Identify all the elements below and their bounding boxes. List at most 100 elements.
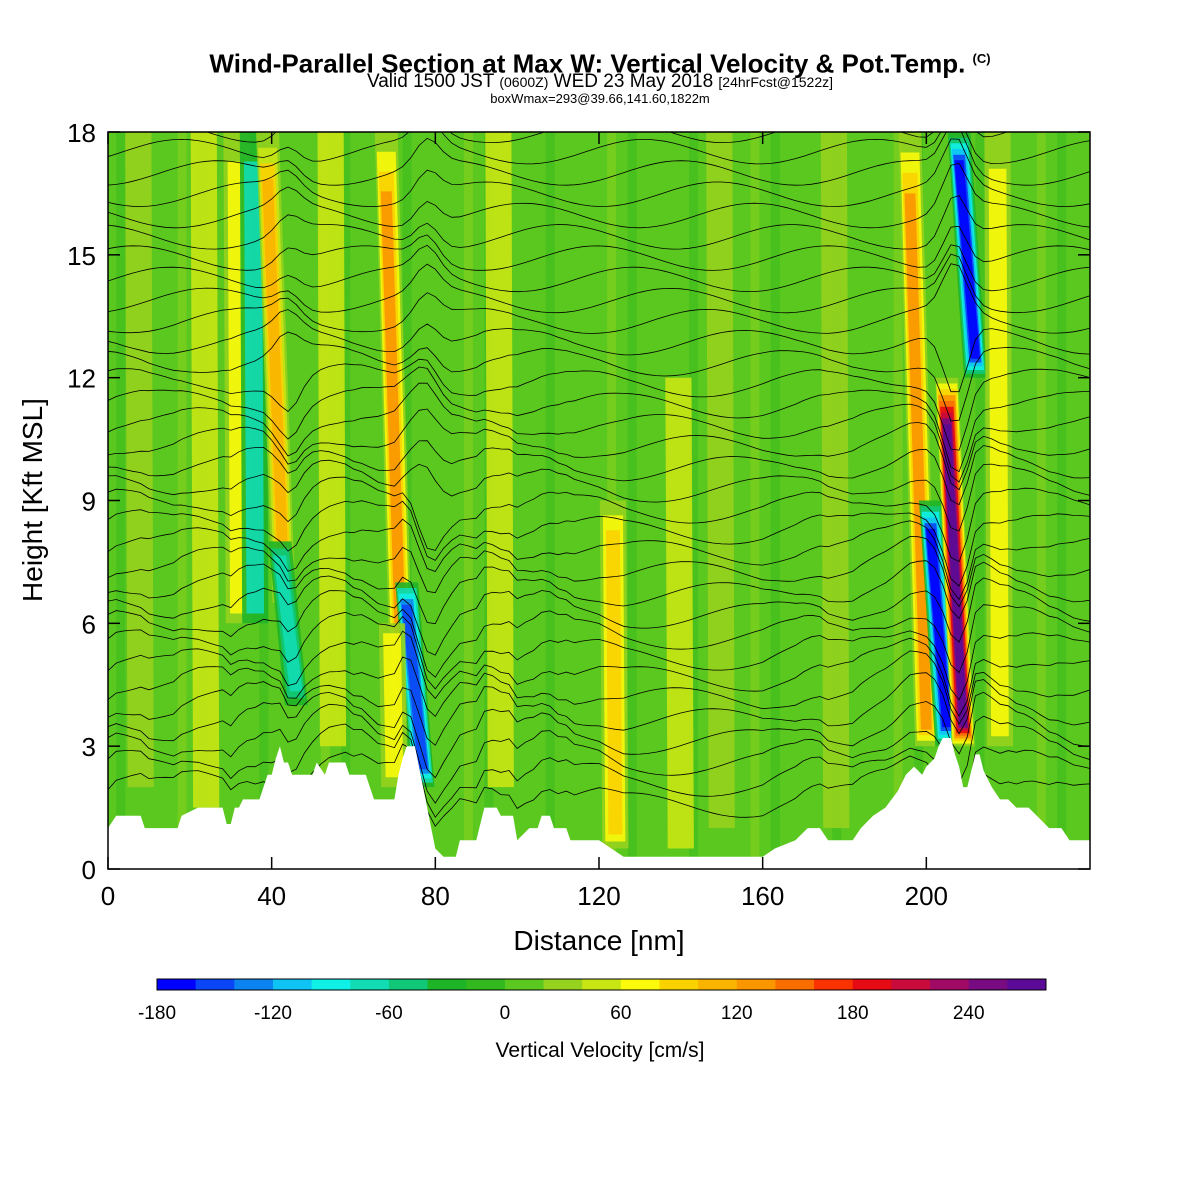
colorbar-swatch [775, 979, 815, 990]
colorbar-swatch [736, 979, 776, 990]
colorbar: -180 -120 -60 0 60 120 180 240 [138, 978, 1047, 1024]
velocity-streak [157, 132, 167, 869]
x-tick-label: 80 [421, 881, 450, 911]
colorbar-swatch [543, 979, 583, 990]
theta-contour [108, 309, 1090, 393]
theta-contour [108, 518, 1090, 601]
theta-contour [108, 611, 1090, 701]
velocity-streak [1036, 132, 1046, 869]
valid-date: WED 23 May 2018 [553, 71, 714, 92]
velocity-feature [942, 424, 967, 726]
colorbar-tick-label: -180 [138, 1003, 176, 1024]
theta-contour [108, 672, 1090, 746]
velocity-streak [893, 132, 903, 869]
velocity-feature [954, 160, 980, 359]
velocity-streak [177, 132, 187, 869]
velocity-feature [244, 161, 265, 614]
theta-contour [108, 132, 1090, 186]
velocity-streak [791, 132, 801, 869]
theta-contour [108, 590, 1090, 678]
velocity-streak [423, 132, 433, 869]
theta-contour [108, 331, 1090, 422]
colorbar-swatch [388, 979, 429, 990]
velocity-streak [729, 132, 739, 869]
theta-contour [108, 650, 1090, 725]
theta-contour [108, 138, 1090, 207]
velocity-streak [811, 132, 821, 869]
colorbar-swatch [504, 979, 545, 990]
velocity-streak [750, 132, 760, 869]
colorbar-frame [156, 978, 1047, 991]
theta-contour [108, 536, 1090, 608]
velocity-feature [125, 132, 154, 788]
theta-contour [108, 225, 1090, 271]
y-tick-label: 6 [82, 609, 96, 639]
theta-contour [108, 560, 1090, 625]
forecast-info: [24hrFcst@1522z] [718, 74, 834, 90]
colorbar-tick-label: 180 [837, 1003, 869, 1024]
colorbar-swatch [698, 979, 738, 990]
chart-title-text: Wind-Parallel Section at Max W: Vertical… [209, 48, 966, 79]
velocity-streak [361, 132, 371, 869]
colorbar-swatch [1007, 979, 1047, 990]
velocity-streak [586, 132, 596, 869]
theta-contour [108, 703, 1090, 804]
colorbar-tick-label: -60 [375, 1003, 402, 1024]
plot-area [107, 131, 1091, 870]
velocity-feature [665, 377, 694, 849]
theta-contour [108, 691, 1090, 779]
theta-contour [108, 630, 1090, 717]
velocity-streak [770, 132, 780, 869]
x-tick-label: 160 [741, 881, 784, 911]
x-tick-label: 40 [257, 881, 286, 911]
theta-contour [108, 358, 1090, 451]
velocity-feature [988, 168, 1009, 737]
colorbar-swatch [234, 979, 274, 990]
velocity-feature [273, 555, 303, 692]
x-tick-label: 0 [101, 881, 115, 911]
colorbar-swatch [311, 979, 351, 990]
valid-utc: (0600Z) [499, 74, 549, 90]
theta-contour [108, 253, 1090, 314]
velocity-streak [545, 132, 555, 869]
theta-contour [108, 244, 1090, 293]
velocity-feature [925, 528, 952, 728]
chart-valid-time: Valid 1500 JST (0600Z) WED 23 May 2018 [… [0, 72, 1200, 92]
theta-contour [108, 500, 1090, 587]
theta-contour [108, 476, 1090, 563]
theta-contour [108, 723, 1090, 818]
colorbar-tick-label: -120 [254, 1003, 292, 1024]
velocity-streak [852, 132, 862, 869]
velocity-feature [262, 179, 290, 587]
colorbar-tick-label: 60 [610, 1003, 631, 1024]
y-tick-label: 9 [82, 487, 96, 517]
theta-contour [108, 195, 1090, 250]
theta-contour [108, 132, 1090, 165]
colorbar-swatch [427, 979, 467, 990]
velocity-feature [380, 191, 409, 710]
chart-title: Wind-Parallel Section at Max W: Vertical… [0, 44, 1200, 79]
colorbar-swatch [968, 979, 1008, 990]
colorbar-swatch [659, 979, 699, 990]
colorbar-swatch [620, 979, 660, 990]
colorbar-swatch [195, 979, 235, 990]
velocity-streak [873, 132, 883, 869]
theta-contour [108, 263, 1090, 334]
theta-contour [108, 162, 1090, 229]
x-tick-label: 120 [577, 881, 620, 911]
colorbar-swatch [852, 979, 892, 990]
colorbar-title: Vertical Velocity [cm/s] [496, 1039, 705, 1062]
theta-contour [108, 440, 1090, 506]
velocity-streak [300, 132, 310, 869]
colorbar-swatch [891, 979, 931, 990]
y-tick-label: 3 [82, 732, 96, 762]
colorbar-swatch [814, 979, 854, 990]
velocity-streak [443, 132, 453, 869]
velocity-streak [566, 132, 576, 869]
velocity-streak [975, 132, 985, 869]
colorbar-swatch [930, 979, 970, 990]
box-max-info: boxWmax=293@39.66,141.60,1822m [490, 91, 710, 106]
y-axis-title: Height [Kft MSL] [17, 398, 48, 602]
velocity-streak [341, 132, 351, 869]
velocity-streak [689, 132, 699, 869]
